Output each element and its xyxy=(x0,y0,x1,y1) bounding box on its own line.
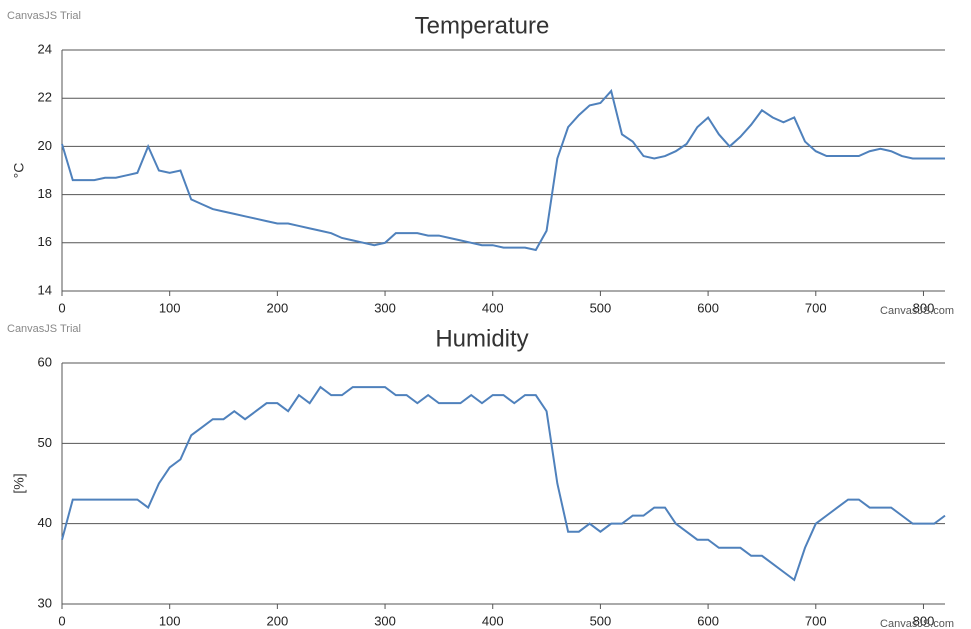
y-axis-label: °C xyxy=(11,163,27,179)
x-tick-label: 300 xyxy=(374,613,396,628)
x-tick-label: 200 xyxy=(267,300,289,315)
x-tick-label: 500 xyxy=(590,300,612,315)
y-tick-label: 24 xyxy=(38,41,52,56)
credit: CanvasJS.com xyxy=(880,305,954,317)
chart-title: Humidity xyxy=(435,325,528,352)
x-tick-label: 800 xyxy=(913,613,935,628)
x-tick-label: 0 xyxy=(58,300,65,315)
y-tick-label: 22 xyxy=(38,90,52,105)
x-tick-label: 400 xyxy=(482,613,504,628)
y-tick-label: 18 xyxy=(38,186,52,201)
y-tick-label: 40 xyxy=(38,515,52,530)
x-tick-label: 200 xyxy=(267,613,289,628)
y-tick-label: 16 xyxy=(38,234,52,249)
x-tick-label: 100 xyxy=(159,613,181,628)
y-axis-label: [%] xyxy=(11,473,27,493)
y-tick-label: 20 xyxy=(38,138,52,153)
x-tick-label: 600 xyxy=(697,300,719,315)
watermark: CanvasJS Trial xyxy=(7,323,81,335)
x-tick-label: 700 xyxy=(805,613,827,628)
chart-title: Temperature xyxy=(415,12,550,39)
data-line xyxy=(61,88,945,252)
y-tick-label: 30 xyxy=(38,595,52,610)
y-tick-label: 50 xyxy=(38,435,52,450)
x-tick-label: 0 xyxy=(58,613,65,628)
x-tick-label: 500 xyxy=(590,613,612,628)
x-tick-label: 600 xyxy=(697,613,719,628)
y-tick-label: 14 xyxy=(38,282,52,297)
credit: CanvasJS.com xyxy=(880,618,954,629)
y-tick-label: 60 xyxy=(38,354,52,369)
x-tick-label: 100 xyxy=(159,300,181,315)
watermark: CanvasJS Trial xyxy=(7,10,81,22)
data-line xyxy=(61,385,946,582)
x-tick-label: 800 xyxy=(913,300,935,315)
x-tick-label: 700 xyxy=(805,300,827,315)
x-tick-label: 400 xyxy=(482,300,504,315)
x-tick-label: 300 xyxy=(374,300,396,315)
